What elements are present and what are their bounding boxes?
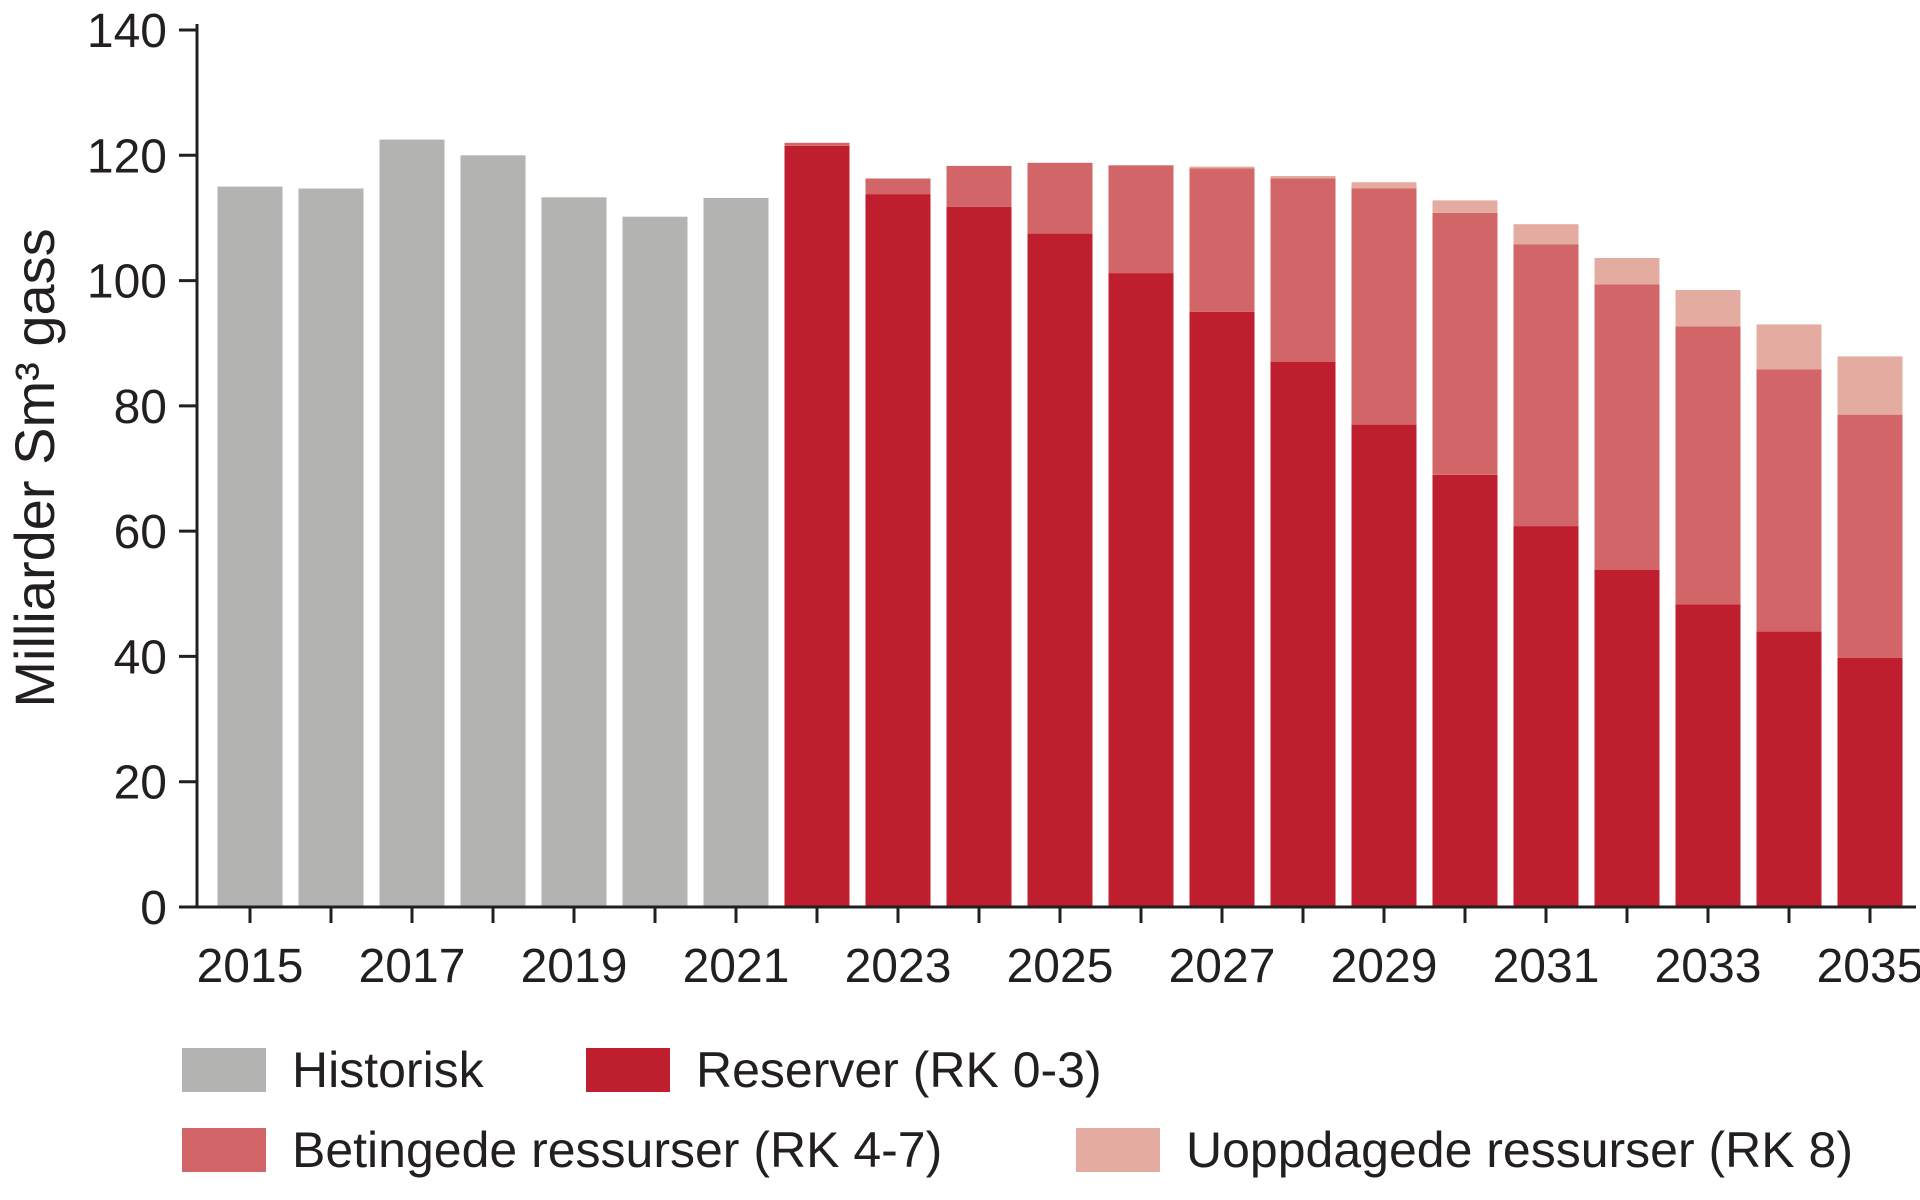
legend-swatch-betingede <box>182 1128 266 1172</box>
bar-2024-series-1 <box>946 206 1012 907</box>
x-axis: 2015 2017 2019 2021 2023 2025 2027 2029 2031 2033… <box>179 905 1920 993</box>
bar-2026-series-2 <box>1108 165 1174 273</box>
bar-2027-series-2 <box>1189 168 1255 312</box>
x-tick-label-2029: 2029 <box>1331 940 1438 993</box>
bar-2031-series-3 <box>1513 224 1579 245</box>
bar-2034-series-3 <box>1756 324 1822 370</box>
x-tick-label-2019: 2019 <box>521 940 628 993</box>
bar-2033-series-3 <box>1675 290 1741 327</box>
bar-2020-series-0 <box>622 216 688 907</box>
x-tick-label-2023: 2023 <box>845 940 952 993</box>
y-tick-label-80: 80 <box>114 381 167 434</box>
x-tick-label-2035: 2035 <box>1817 940 1920 993</box>
bar-2030-series-3 <box>1432 200 1498 213</box>
bar-2028-series-2 <box>1270 178 1336 362</box>
legend-swatch-uoppdagede <box>1076 1128 1160 1172</box>
x-tick-label-2025: 2025 <box>1007 940 1114 993</box>
bar-2018-series-0 <box>460 155 526 908</box>
bar-2029-series-2 <box>1351 188 1417 425</box>
bar-2017-series-0 <box>379 139 445 908</box>
bar-2025-series-2 <box>1027 162 1093 234</box>
legend-swatch-historisk <box>182 1048 266 1092</box>
y-tick-label-20: 20 <box>114 757 167 810</box>
y-axis-title: Milliarder Sm³ gass <box>3 228 66 707</box>
legend-item-reserver: Reserver (RK 0-3) <box>586 1040 1102 1100</box>
x-tick-label-2017: 2017 <box>359 940 466 993</box>
legend-swatch-reserver <box>586 1048 670 1092</box>
bar-2030-series-1 <box>1432 474 1498 907</box>
bar-2033-series-1 <box>1675 604 1741 907</box>
bar-2027-series-3 <box>1189 166 1255 169</box>
bar-2026-series-1 <box>1108 273 1174 908</box>
x-tick-label-2033: 2033 <box>1655 940 1762 993</box>
y-tick-label-100: 100 <box>87 256 167 309</box>
bar-2034-series-1 <box>1756 631 1822 907</box>
bar-2028-series-3 <box>1270 176 1336 179</box>
legend-label-historisk: Historisk <box>292 1042 484 1098</box>
bar-2022-series-1 <box>784 145 850 907</box>
bars-group <box>217 139 1903 908</box>
x-tick-label-2027: 2027 <box>1169 940 1276 993</box>
x-tick-label-2015: 2015 <box>197 940 304 993</box>
bar-2035-series-3 <box>1837 356 1903 415</box>
legend-label-uoppdagede: Uoppdagede ressurser (RK 8) <box>1186 1122 1853 1178</box>
y-tick-label-120: 120 <box>87 130 167 183</box>
bar-2015-series-0 <box>217 186 283 908</box>
bar-2022-series-2 <box>784 142 850 146</box>
x-tick-label-2031: 2031 <box>1493 940 1600 993</box>
bar-2032-series-1 <box>1594 570 1660 907</box>
legend-item-historisk: Historisk <box>182 1040 484 1100</box>
legend: Historisk Reserver (RK 0-3) Betingede re… <box>182 1040 1902 1190</box>
y-axis: 0 20 40 60 80 100 120 140 <box>87 5 199 935</box>
bar-2027-series-1 <box>1189 311 1255 907</box>
y-tick-label-0: 0 <box>140 882 167 935</box>
bar-2021-series-0 <box>703 197 769 907</box>
bar-2033-series-2 <box>1675 326 1741 605</box>
bar-2016-series-0 <box>298 188 364 907</box>
bar-2023-series-1 <box>865 194 931 908</box>
legend-label-betingede: Betingede ressurser (RK 4-7) <box>292 1122 943 1178</box>
legend-item-betingede: Betingede ressurser (RK 4-7) <box>182 1120 942 1180</box>
bar-2028-series-1 <box>1270 362 1336 907</box>
bar-2032-series-2 <box>1594 284 1660 570</box>
bar-2031-series-2 <box>1513 244 1579 527</box>
bar-2031-series-1 <box>1513 526 1579 907</box>
bar-2024-series-2 <box>946 165 1012 207</box>
y-tick-label-40: 40 <box>114 631 167 684</box>
bar-2030-series-2 <box>1432 212 1498 475</box>
y-tick-label-140: 140 <box>87 5 167 58</box>
legend-label-reserver: Reserver (RK 0-3) <box>696 1042 1102 1098</box>
y-tick-label-60: 60 <box>114 506 167 559</box>
bar-2019-series-0 <box>541 197 607 908</box>
bar-2029-series-1 <box>1351 424 1417 907</box>
bar-2023-series-2 <box>865 178 931 195</box>
bar-2029-series-3 <box>1351 182 1417 189</box>
bar-2035-series-1 <box>1837 657 1903 907</box>
bar-2032-series-3 <box>1594 258 1660 285</box>
x-tick-label-2021: 2021 <box>683 940 790 993</box>
bar-2034-series-2 <box>1756 369 1822 632</box>
bar-2025-series-1 <box>1027 233 1093 908</box>
bar-2035-series-2 <box>1837 414 1903 658</box>
legend-item-uoppdagede: Uoppdagede ressurser (RK 8) <box>1076 1120 1853 1180</box>
